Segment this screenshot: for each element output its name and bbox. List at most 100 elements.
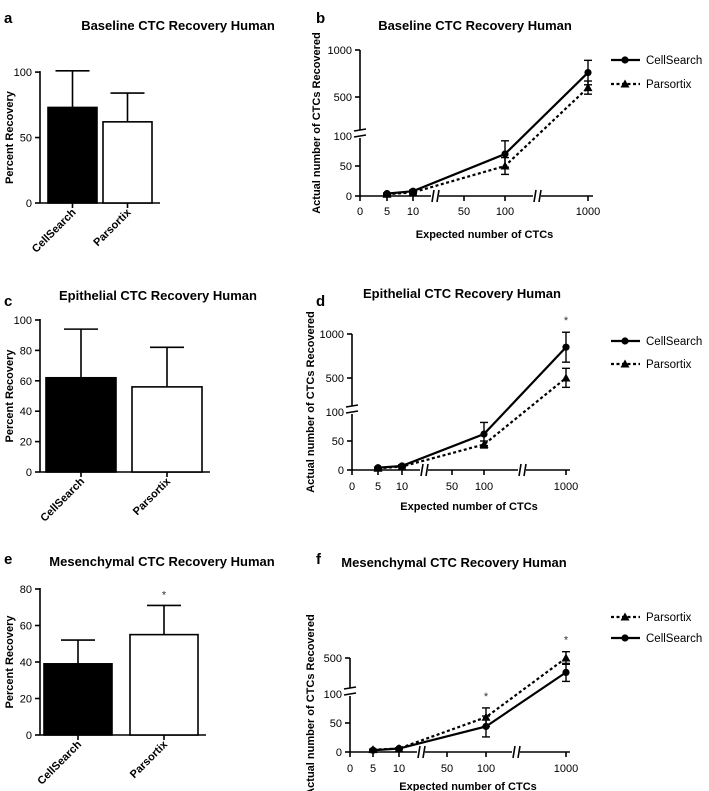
data-point-cellsearch [501, 150, 509, 158]
bar-parsortix [129, 633, 199, 736]
y-axis-label: Percent Recovery [4, 90, 16, 184]
x-tick-label: 10 [393, 763, 405, 775]
legend-marker-parsortix [620, 359, 630, 368]
panel-letter: a [4, 10, 13, 27]
data-point-cellsearch [562, 668, 570, 677]
data-point-parsortix [561, 653, 571, 662]
y-tick-label: 20 [20, 694, 32, 706]
axis-break-gap [420, 465, 428, 475]
axis-break-mark [517, 745, 521, 759]
axis-break-gap [512, 747, 520, 757]
axis-break-mark [512, 745, 516, 759]
x-tick-label: 50 [446, 481, 458, 493]
axis-break-gap [345, 688, 355, 696]
axis-break-mark [422, 745, 426, 759]
legend-label-parsortix: Parsortix [646, 359, 692, 371]
x-tick-label: 1000 [554, 481, 578, 493]
axis-break-mark [518, 463, 522, 477]
bar-cellsearch [45, 376, 117, 473]
x-tick-label: 0 [349, 481, 355, 493]
y-tick-label: 0 [26, 198, 32, 210]
x-tick-label: 50 [441, 763, 453, 775]
x-tick-label: 5 [384, 206, 390, 218]
significance-marker: * [564, 315, 569, 327]
bar-parsortix [102, 121, 153, 204]
axis-break-mark [523, 463, 527, 477]
significance-marker: * [564, 635, 569, 647]
x-tick-label: 100 [477, 763, 495, 775]
panel-letter: b [316, 10, 325, 27]
axis-break-gap [518, 465, 526, 475]
data-point-cellsearch [395, 744, 403, 753]
y-tick-label: 50 [340, 161, 352, 173]
data-point-parsortix [479, 439, 489, 448]
data-point-parsortix [397, 462, 407, 471]
data-point-parsortix [408, 187, 418, 196]
y-axis-label: Percent Recovery [4, 615, 16, 709]
axis-break-mark [345, 410, 359, 414]
panel-letter: c [4, 293, 12, 310]
chart-title: Epithelial CTC Recovery Human [59, 288, 257, 303]
x-tick-label: 50 [458, 206, 470, 218]
axis-break-mark [353, 128, 367, 132]
panel-letter: f [316, 551, 322, 568]
axis-break-mark [343, 692, 357, 696]
y-axis-label: Actual number of CTCs Recovered [305, 311, 317, 493]
chart-title: Mesenchymal CTC Recovery Human [49, 554, 274, 569]
significance-marker: * [162, 589, 167, 601]
y-tick-label: 100 [326, 407, 344, 419]
y-tick-label: 0 [338, 465, 344, 477]
axis-break-mark [436, 189, 440, 203]
legend-label-parsortix: Parsortix [646, 79, 692, 91]
y-tick-label: 80 [20, 584, 32, 596]
y-tick-label: 100 [324, 689, 342, 701]
y-tick-label: 40 [20, 406, 32, 418]
y-axis-label: Percent Recovery [4, 349, 16, 443]
axis-break-gap [347, 406, 357, 414]
axis-break-mark [420, 463, 424, 477]
axis-break-mark [345, 404, 359, 408]
axis-break-mark [353, 134, 367, 138]
y-axis-label: Actual number of CTCs Recovered [305, 614, 317, 791]
series-line-parsortix [386, 86, 589, 196]
axis-break-mark [425, 463, 429, 477]
bar-cellsearch [43, 663, 113, 736]
data-point-cellsearch [482, 722, 490, 731]
x-tick-label: 5 [375, 481, 381, 493]
panel-letter: e [4, 551, 12, 568]
legend-label-cellsearch: CellSearch [646, 55, 702, 67]
y-tick-label: 500 [326, 373, 344, 385]
legend-label-parsortix: Parsortix [646, 612, 692, 624]
axis-break-gap [431, 191, 439, 201]
axis-break-mark [431, 189, 435, 203]
x-tick-label: 0 [347, 763, 353, 775]
legend-marker-parsortix [620, 612, 630, 621]
axis-break-gap [533, 191, 541, 201]
x-tick-label: 100 [475, 481, 493, 493]
legend-marker-parsortix [620, 79, 630, 88]
data-point-cellsearch [369, 746, 377, 754]
y-axis-label: Actual number of CTCs Recovered [311, 32, 323, 214]
data-point-cellsearch [584, 68, 592, 77]
data-point-cellsearch [480, 430, 488, 438]
y-tick-label: 0 [346, 191, 352, 203]
data-point-parsortix [382, 189, 392, 198]
chart-title: Baseline CTC Recovery Human [378, 18, 572, 33]
x-tick-label: 10 [396, 481, 408, 493]
y-tick-label: 50 [20, 133, 32, 145]
y-tick-label: 50 [332, 436, 344, 448]
x-axis-label: Expected number of CTCs [400, 501, 538, 513]
chart-title: Baseline CTC Recovery Human [81, 18, 275, 33]
axis-break-gap [417, 747, 425, 757]
x-tick-label: 0 [357, 206, 363, 218]
y-tick-label: 1000 [320, 329, 344, 341]
legend-label-cellsearch: CellSearch [646, 336, 702, 348]
panel-letter: d [316, 293, 325, 310]
y-tick-label: 500 [334, 92, 352, 104]
series-line-cellsearch [372, 671, 567, 752]
bar-cellsearch [47, 106, 98, 204]
y-tick-label: 100 [14, 315, 32, 327]
legend-marker-cellsearch [621, 337, 629, 345]
axis-break-gap [355, 130, 365, 138]
